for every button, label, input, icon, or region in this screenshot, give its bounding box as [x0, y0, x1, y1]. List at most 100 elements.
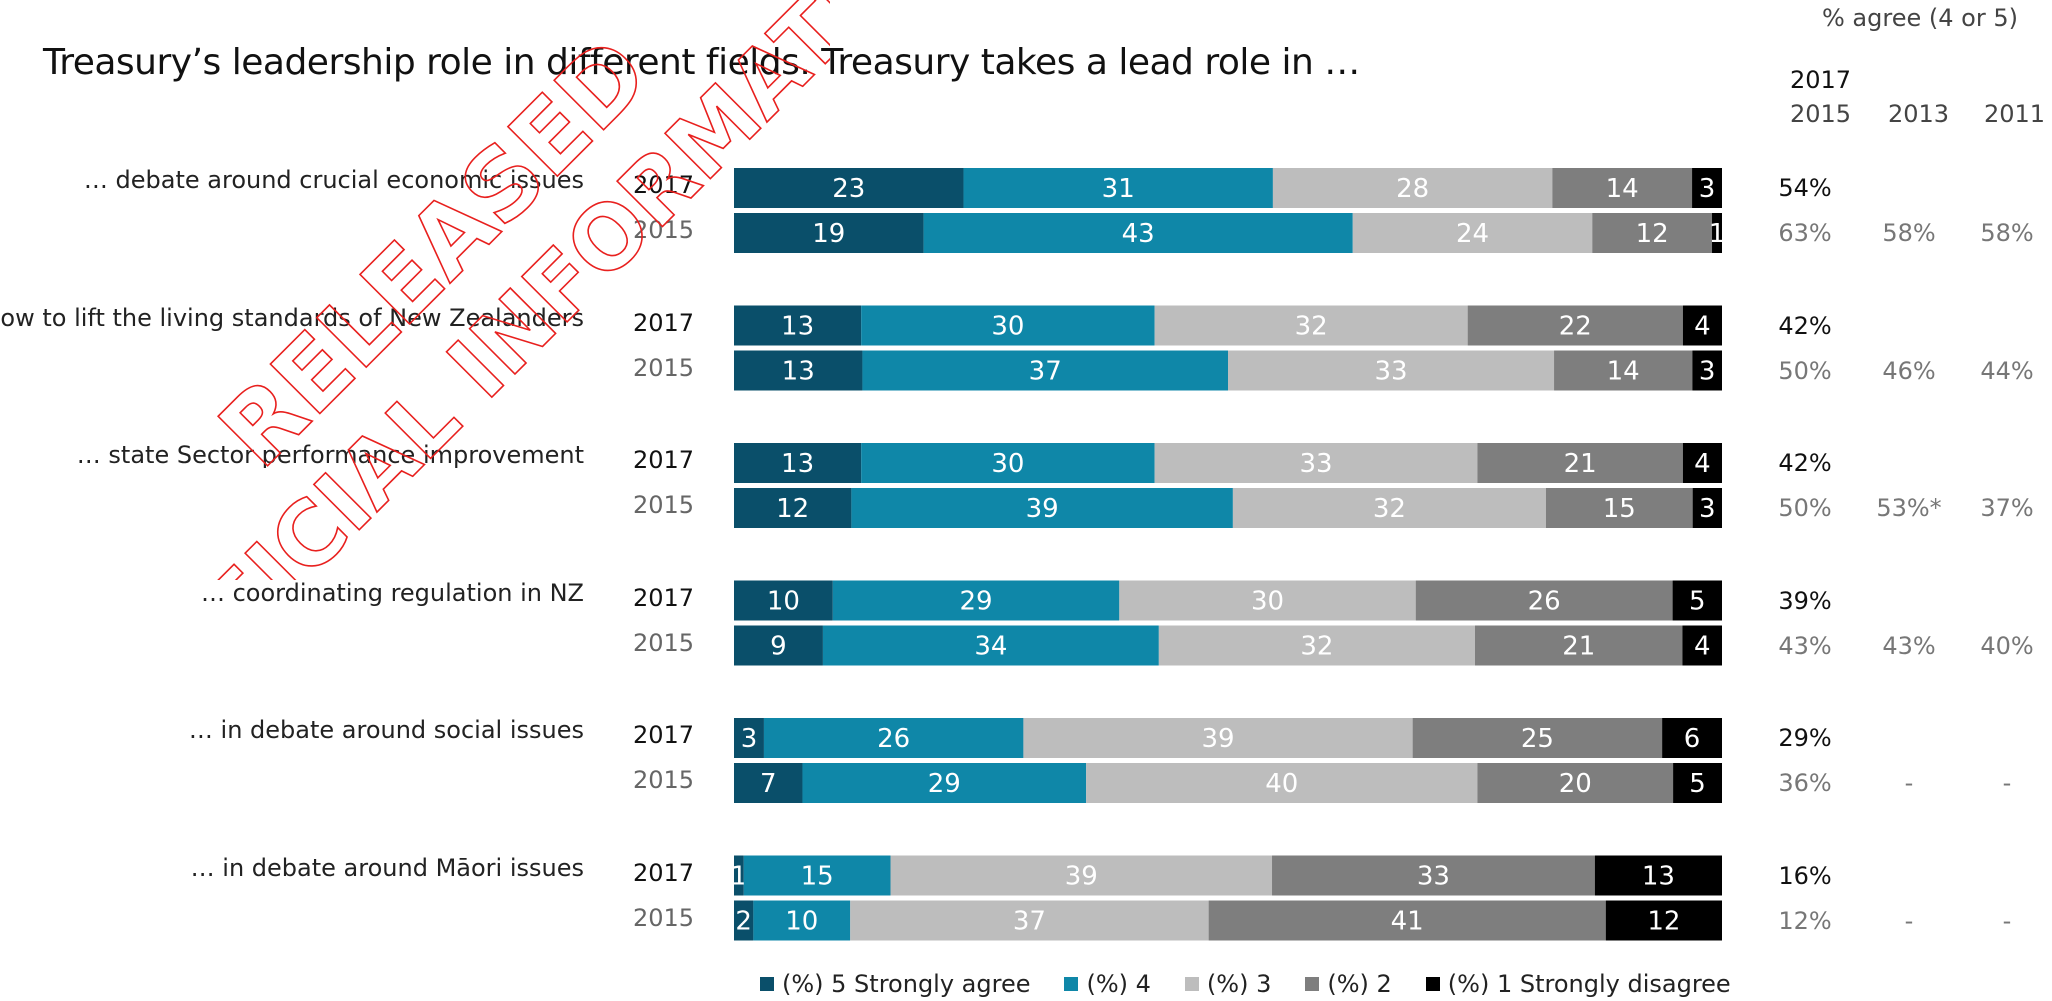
- legend-label: (%) 5 Strongly agree: [782, 970, 1031, 998]
- agree-value-2011: -: [2002, 906, 2012, 935]
- chart-title: Treasury’s leadership role in different …: [43, 42, 1360, 83]
- bar-segment: [861, 305, 1155, 346]
- category-label: … in debate around Māori issues: [190, 853, 584, 882]
- bar-value-label: 26: [877, 724, 910, 754]
- bar-value-label: 33: [1417, 862, 1450, 892]
- agree-value-2015: 50%: [1778, 356, 1832, 385]
- bar-value-label: 33: [1299, 449, 1332, 479]
- agree-value-2017: 29%: [1778, 724, 1832, 752]
- bar-value-label: 7: [760, 769, 777, 799]
- bar-value-label: 12: [776, 494, 809, 524]
- row-year-label: 2015: [633, 628, 695, 657]
- bar-value-label: 15: [1603, 494, 1636, 524]
- category-label: … in debate around social issues: [188, 716, 584, 744]
- bar-segment: [1154, 305, 1468, 346]
- bar-segment: [890, 855, 1273, 896]
- bar-value-label: 37: [1029, 357, 1062, 387]
- bar-segment: [1475, 625, 1683, 666]
- bar-value-label: 10: [785, 907, 818, 937]
- bar-value-label: 13: [782, 357, 815, 387]
- bar-value-label: 1: [731, 862, 748, 892]
- row-year-label: 2017: [633, 583, 695, 612]
- bar-segment: [802, 763, 1087, 803]
- bar-segment: [734, 900, 754, 941]
- legend-item: (%) 5 Strongly agree: [760, 970, 1030, 998]
- bar-value-label: 29: [960, 587, 993, 617]
- agree-value-2017: 54%: [1778, 174, 1832, 202]
- row-year-label: 2015: [633, 766, 695, 794]
- legend-item: (%) 1 Strongly disagree: [1425, 970, 1731, 998]
- bar-value-label: 33: [1374, 357, 1407, 387]
- bar-value-label: 15: [801, 862, 834, 892]
- agree-value-2013: 43%: [1882, 631, 1936, 660]
- bar-segment: [734, 213, 924, 253]
- bar-value-label: 34: [974, 632, 1007, 662]
- bar-value-label: 41: [1391, 907, 1424, 937]
- bar-segment: [743, 855, 891, 896]
- bar-segment: [734, 855, 744, 896]
- row-year-label: 2017: [633, 858, 695, 887]
- agree-value-2013: 58%: [1882, 219, 1936, 247]
- agree-value-2011: 37%: [1980, 494, 2034, 522]
- bar-segment: [1477, 763, 1674, 803]
- bar-value-label: 40: [1265, 769, 1298, 799]
- legend-label: (%) 3: [1206, 970, 1272, 998]
- bar-segment: [1692, 488, 1722, 528]
- bar-segment: [1712, 213, 1722, 253]
- row-year-label: 2015: [633, 216, 695, 244]
- agree-value-2013: -: [1904, 906, 1914, 935]
- row-year-label: 2015: [633, 491, 695, 519]
- bar-segment: [1605, 900, 1722, 941]
- bar-segment: [1232, 488, 1546, 528]
- agree-value-2013: -: [1904, 769, 1914, 797]
- row-year-label: 2015: [633, 353, 695, 382]
- bar-value-label: 4: [1694, 312, 1711, 342]
- agree-value-2017: 16%: [1778, 861, 1832, 890]
- bar-segment: [1594, 855, 1722, 896]
- agree-value-2011: 58%: [1980, 219, 2034, 247]
- agree-value-2011: 40%: [1980, 631, 2034, 660]
- category-label: … how to lift the living standards of Ne…: [0, 303, 584, 332]
- legend-label: (%) 2: [1327, 970, 1392, 998]
- bar-segment: [753, 900, 851, 941]
- bar-value-label: 2: [735, 907, 752, 937]
- legend-label: (%) 1 Strongly disagree: [1447, 970, 1731, 998]
- bar-value-label: 21: [1564, 449, 1597, 479]
- bar-value-label: 9: [770, 632, 787, 662]
- legend-swatch: [760, 977, 774, 991]
- bar-value-label: 24: [1456, 219, 1489, 249]
- bar-segment: [851, 488, 1233, 528]
- agree-col-head-2013: 2013: [1888, 100, 1950, 128]
- legend-swatch: [1064, 977, 1079, 991]
- bar-segment: [862, 350, 1228, 391]
- bar-value-label: 22: [1559, 312, 1592, 342]
- bar-value-label: 37: [1013, 907, 1046, 937]
- legend-swatch: [1425, 977, 1440, 991]
- bar-value-label: 31: [1102, 174, 1135, 204]
- bar-segment: [850, 900, 1209, 941]
- legend-item: (%) 3: [1184, 970, 1272, 998]
- legend-item: (%) 2: [1305, 970, 1392, 998]
- bar-segment: [734, 580, 833, 621]
- bar-value-label: 25: [1521, 724, 1554, 754]
- bar-segment: [832, 580, 1120, 621]
- bar-segment: [822, 625, 1159, 666]
- bar-segment: [1692, 350, 1722, 391]
- bar-segment: [734, 625, 823, 666]
- row-year-label: 2015: [633, 903, 695, 932]
- bar-value-label: 32: [1300, 632, 1333, 662]
- row-year-label: 2017: [633, 446, 695, 474]
- bar-segment: [1545, 488, 1693, 528]
- agree-header: % agree (4 or 5): [1822, 4, 2018, 32]
- agree-value-2017: 42%: [1778, 311, 1832, 340]
- bar-value-label: 32: [1295, 312, 1328, 342]
- bar-segment: [734, 305, 862, 346]
- bar-segment: [1467, 305, 1683, 346]
- bar-segment: [1592, 213, 1713, 253]
- bar-segment: [1554, 350, 1693, 391]
- bar-segment: [1672, 580, 1722, 621]
- bar-segment: [734, 443, 862, 483]
- category-label: … debate around crucial economic issues: [83, 166, 584, 194]
- bar-value-label: 28: [1396, 174, 1429, 204]
- bar-value-label: 3: [1699, 494, 1716, 524]
